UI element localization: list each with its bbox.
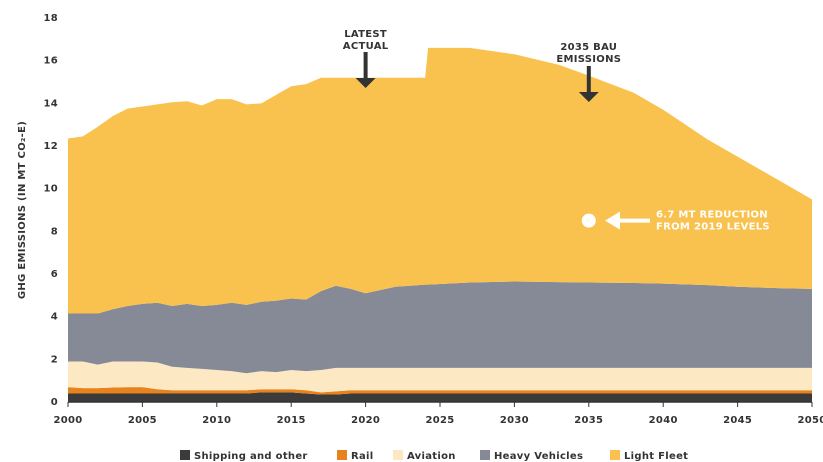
y-tick-label: 4 <box>51 312 58 323</box>
y-tick-label: 2 <box>51 354 58 365</box>
annotation: EMISSIONS <box>556 54 621 65</box>
legend-swatch <box>480 450 490 460</box>
x-tick-label: 2005 <box>128 415 157 426</box>
x-tick-label: 2030 <box>500 415 529 426</box>
legend-label: Light Fleet <box>624 451 688 462</box>
x-tick-label: 2020 <box>351 415 380 426</box>
annotation: FROM 2019 LEVELS <box>656 222 770 233</box>
x-tick-label: 2010 <box>202 415 231 426</box>
legend-swatch <box>610 450 620 460</box>
legend-label: Rail <box>351 451 374 462</box>
x-tick-label: 2040 <box>649 415 678 426</box>
annotation: 2035 BAU <box>560 42 617 53</box>
x-tick-label: 2050 <box>797 415 823 426</box>
area <box>68 387 812 395</box>
legend-swatch <box>180 450 190 460</box>
legend-label: Aviation <box>407 451 456 462</box>
y-tick-label: 8 <box>51 226 58 237</box>
arrow-head <box>578 92 599 102</box>
area <box>68 281 812 374</box>
y-tick-label: 10 <box>43 184 58 195</box>
y-tick-label: 18 <box>43 13 58 24</box>
area <box>68 392 812 402</box>
marker-dot <box>581 213 596 228</box>
arrow-head <box>355 78 376 88</box>
area <box>68 47 812 314</box>
annotation: 6.7 MT REDUCTION <box>656 210 768 221</box>
arrow-head <box>605 211 620 230</box>
legend-swatch <box>393 450 403 460</box>
x-tick-label: 2035 <box>574 415 603 426</box>
x-tick-label: 2025 <box>425 415 454 426</box>
y-tick-label: 16 <box>43 56 58 67</box>
y-tick-label: 14 <box>43 98 58 109</box>
legend-label: Heavy Vehicles <box>494 451 583 462</box>
legend-label: Shipping and other <box>194 451 308 462</box>
x-tick-label: 2015 <box>277 415 306 426</box>
y-axis-label: GHG EMISSIONS (IN MT CO₂-E) <box>17 121 28 299</box>
y-tick-label: 6 <box>51 269 58 280</box>
y-tick-label: 0 <box>51 397 58 408</box>
x-tick-label: 2045 <box>723 415 752 426</box>
legend-swatch <box>337 450 347 460</box>
annotation: ACTUAL <box>343 41 389 52</box>
y-tick-label: 12 <box>43 141 58 152</box>
x-tick-label: 2000 <box>53 415 82 426</box>
area <box>68 361 812 393</box>
annotation: LATEST <box>344 29 387 40</box>
